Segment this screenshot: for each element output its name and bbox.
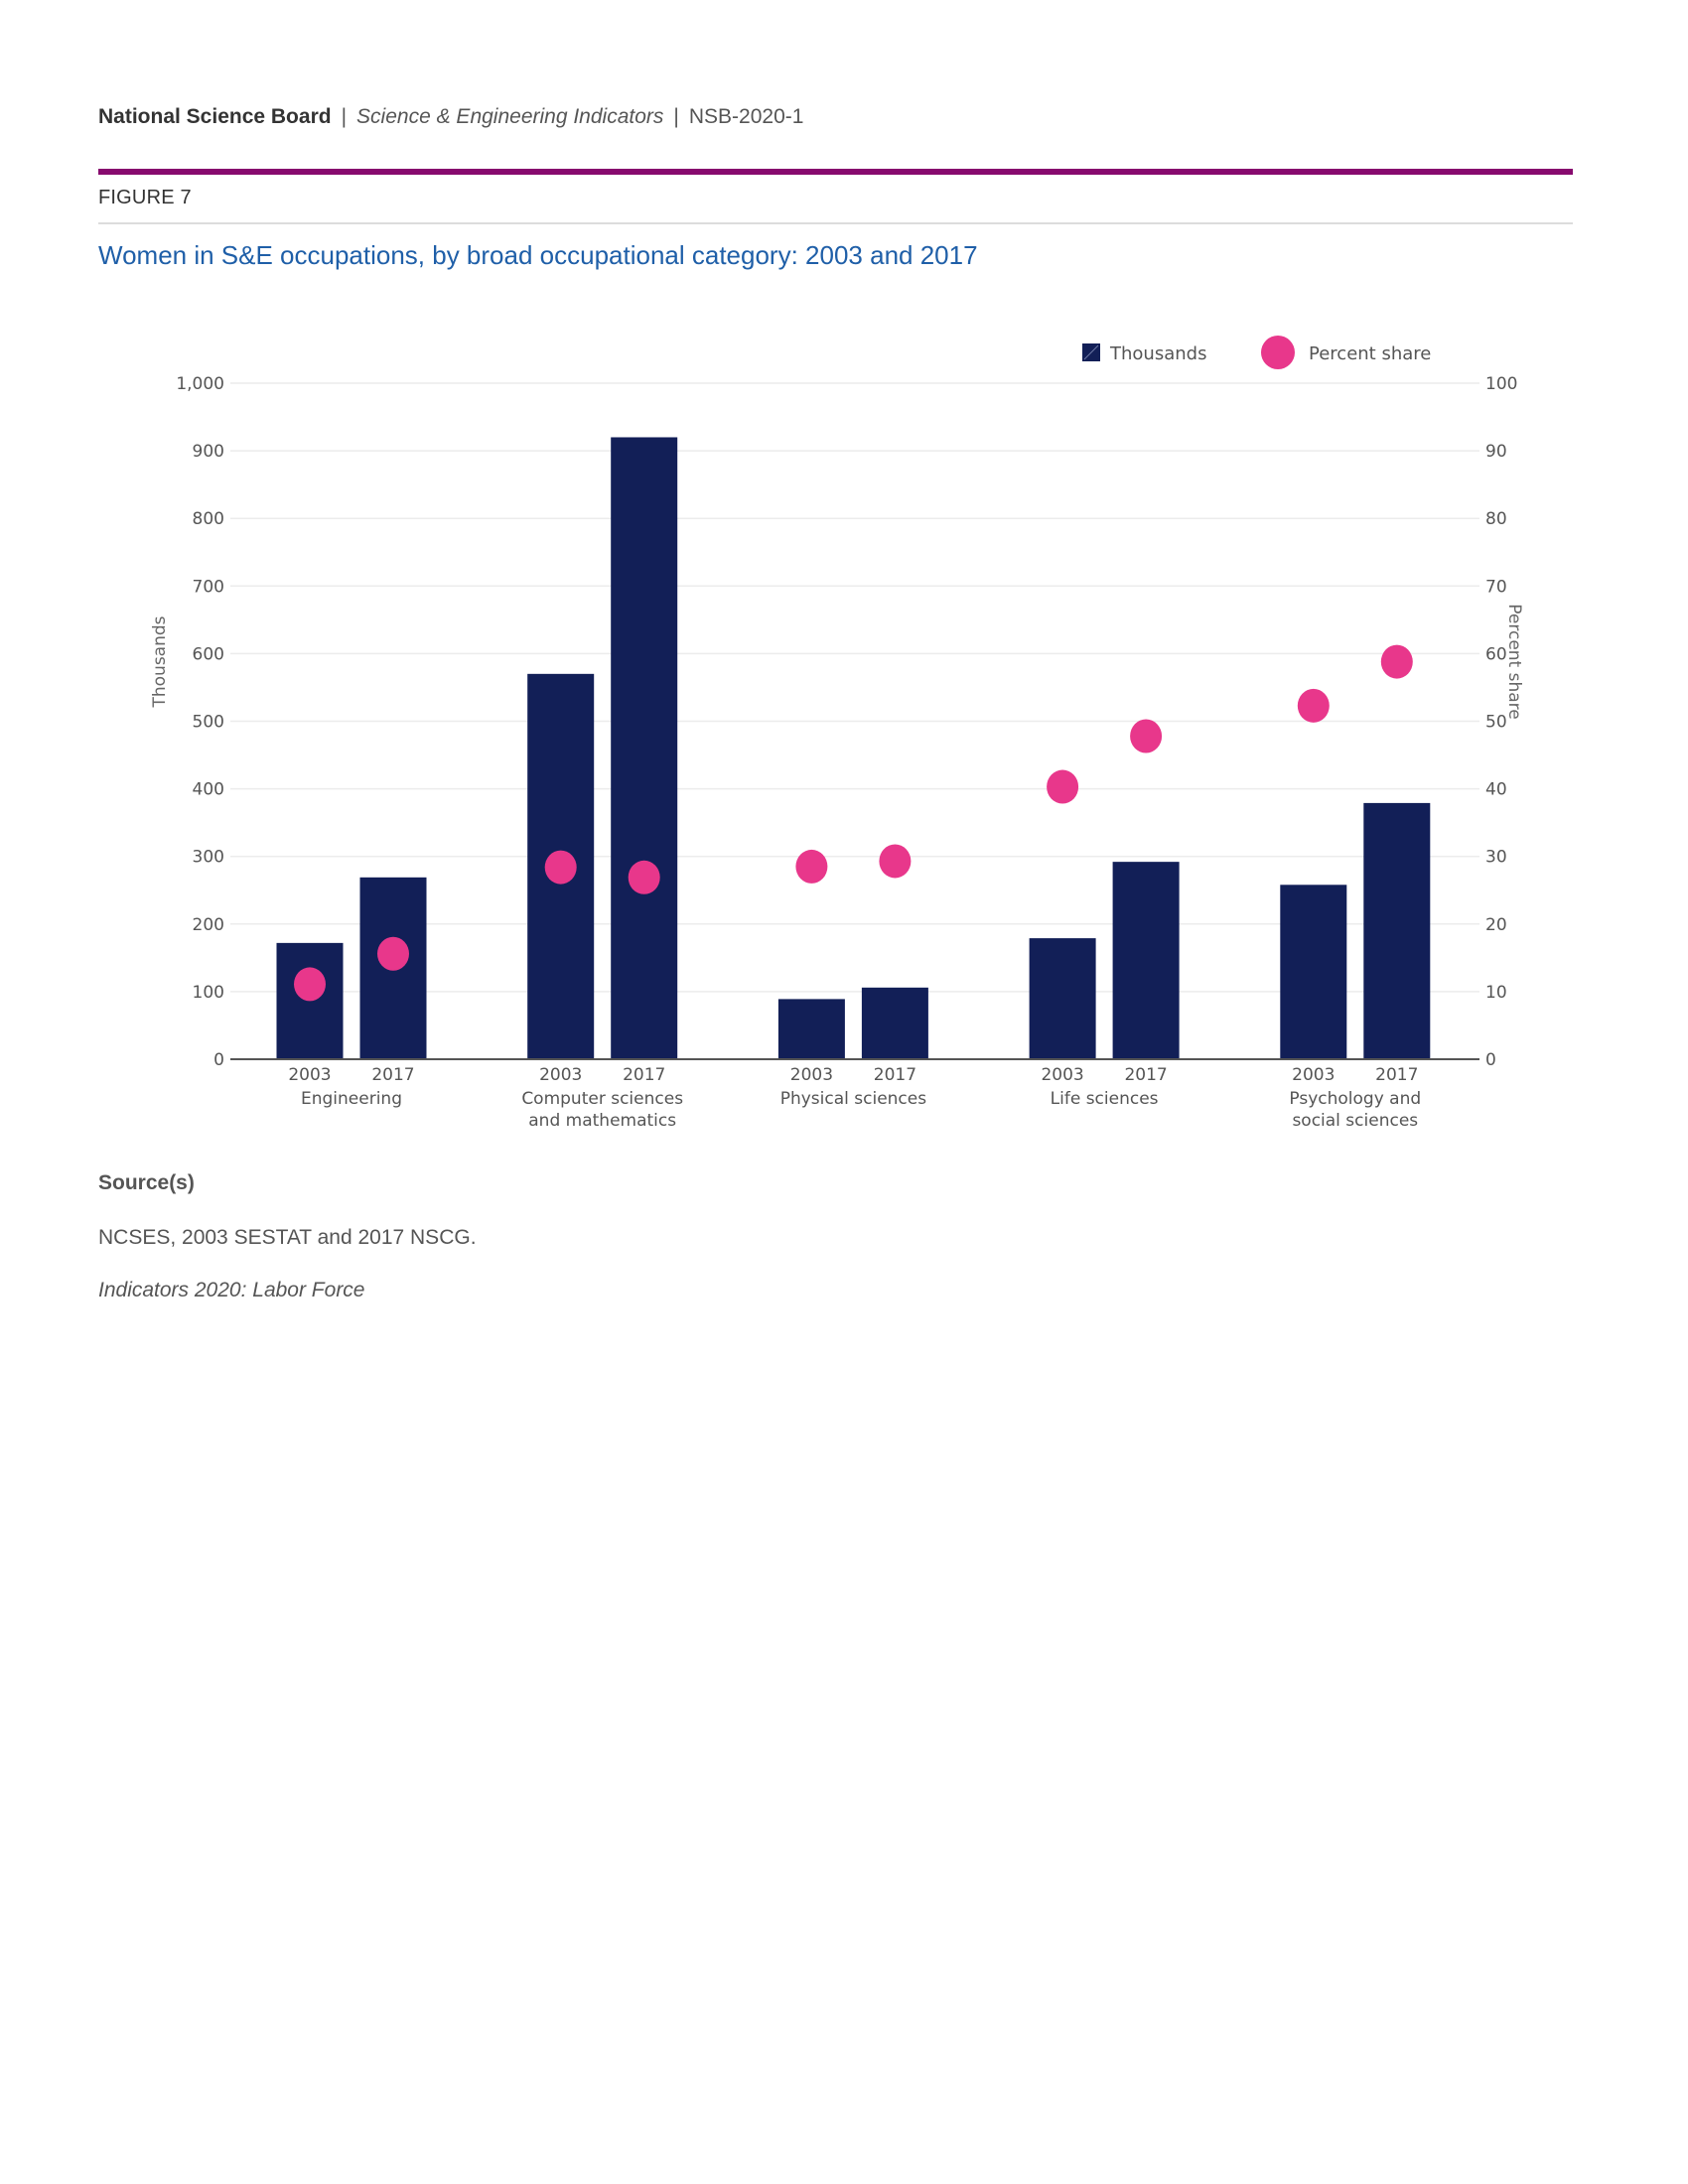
y-tick-label: 700 — [193, 577, 224, 597]
y2-tick-label: 40 — [1485, 780, 1507, 800]
x-category-label: Computer sciences — [521, 1089, 683, 1109]
figure-label: FIGURE 7 — [98, 187, 192, 208]
y-tick-label: 400 — [193, 780, 224, 800]
percent-dot — [377, 936, 409, 971]
scatter-series-percent-share — [294, 644, 1413, 1002]
x-category-label: Psychology and — [1289, 1089, 1421, 1109]
bar — [1112, 862, 1180, 1059]
circle-swatch-icon — [1261, 336, 1295, 369]
x-year-label: 2017 — [1124, 1065, 1167, 1085]
y2-tick-label: 60 — [1485, 644, 1507, 664]
x-year-label: 2003 — [288, 1065, 331, 1085]
y2-tick-label: 80 — [1485, 509, 1507, 529]
x-category-label: Physical sciences — [780, 1089, 927, 1109]
x-category-label: Life sciences — [1051, 1089, 1159, 1109]
x-category-label: social sciences — [1292, 1111, 1418, 1131]
figure-divider — [98, 222, 1573, 224]
header-separator: | — [341, 105, 348, 128]
chart: 0 100 200 300 400 500 600 700 800 900 1,000 0 10 20 3… — [150, 336, 1524, 1131]
y-tick-label: 900 — [193, 442, 224, 462]
bar — [1363, 802, 1431, 1059]
y-tick-label: 600 — [193, 644, 224, 664]
publication-name: Science & Engineering Indicators — [356, 105, 664, 128]
bar-series-thousands — [276, 437, 1431, 1060]
percent-dot — [628, 860, 660, 894]
percent-dot — [879, 844, 912, 879]
x-year-label: 2003 — [1041, 1065, 1083, 1085]
y2-tick-label: 0 — [1485, 1050, 1496, 1070]
y-tick-label: 1,000 — [176, 374, 224, 394]
x-year-label: 2017 — [623, 1065, 665, 1085]
y-tick-label: 0 — [213, 1050, 224, 1070]
x-year-label: 2003 — [790, 1065, 833, 1085]
x-axis-labels: 2003 2017 Engineering 2003 2017 Computer scie… — [288, 1065, 1421, 1131]
right-axis-title: Percent share — [1504, 604, 1524, 720]
x-year-label: 2017 — [874, 1065, 916, 1085]
accent-divider — [98, 169, 1573, 175]
y2-tick-label: 70 — [1485, 577, 1507, 597]
percent-dot — [1130, 719, 1163, 753]
y2-tick-label: 100 — [1485, 374, 1517, 394]
y-tick-label: 500 — [193, 713, 224, 733]
percent-dot — [1380, 644, 1413, 679]
x-category-label: and mathematics — [528, 1111, 676, 1131]
y-tick-label: 100 — [193, 983, 224, 1003]
document-id: NSB-2020-1 — [688, 105, 804, 128]
figure-title: Women in S&E occupations, by broad occup… — [98, 240, 978, 270]
y-tick-label: 200 — [193, 915, 224, 935]
source-reference: Indicators 2020: Labor Force — [98, 1279, 365, 1301]
y2-tick-label: 50 — [1485, 713, 1507, 733]
x-year-label: 2003 — [1292, 1065, 1335, 1085]
report-header: National Science Board | Science & Enginee… — [98, 105, 803, 129]
legend: Thousands Percent share — [1082, 336, 1431, 369]
x-year-label: 2017 — [371, 1065, 414, 1085]
bar — [777, 999, 845, 1059]
left-axis-title: Thousands — [150, 615, 170, 708]
percent-dot — [1047, 769, 1079, 804]
source-text: NCSES, 2003 SESTAT and 2017 NSCG. — [98, 1226, 477, 1249]
percent-dot — [795, 849, 828, 884]
y-tick-label: 300 — [193, 848, 224, 868]
source-heading: Source(s) — [98, 1171, 195, 1194]
y2-tick-label: 10 — [1485, 983, 1507, 1003]
legend-item-percent-share: Percent share — [1261, 336, 1431, 369]
left-axis-ticks: 0 100 200 300 400 500 600 700 800 900 1,000 — [176, 374, 224, 1070]
x-category-label: Engineering — [301, 1089, 402, 1109]
legend-label-thousands: Thousands — [1109, 343, 1206, 364]
bar — [861, 987, 928, 1059]
y-tick-label: 800 — [193, 509, 224, 529]
bar — [276, 942, 344, 1059]
legend-label-percent-share: Percent share — [1309, 343, 1431, 364]
percent-dot — [294, 967, 326, 1002]
percent-dot — [1297, 688, 1330, 723]
x-year-label: 2017 — [1375, 1065, 1418, 1085]
square-swatch-icon-diagonal — [1083, 344, 1099, 360]
y2-tick-label: 20 — [1485, 915, 1507, 935]
bar — [1029, 938, 1096, 1059]
header-separator: | — [673, 105, 679, 128]
percent-dot — [544, 850, 577, 885]
right-axis-ticks: 0 10 20 30 40 50 60 70 80 90 100 — [1485, 374, 1517, 1070]
y2-tick-label: 90 — [1485, 442, 1507, 462]
gridlines — [230, 382, 1479, 993]
y2-tick-label: 30 — [1485, 848, 1507, 868]
x-year-label: 2003 — [539, 1065, 582, 1085]
bar — [611, 437, 678, 1060]
org-name: National Science Board — [98, 105, 332, 128]
bar — [1280, 885, 1347, 1059]
legend-item-thousands: Thousands — [1082, 343, 1206, 364]
